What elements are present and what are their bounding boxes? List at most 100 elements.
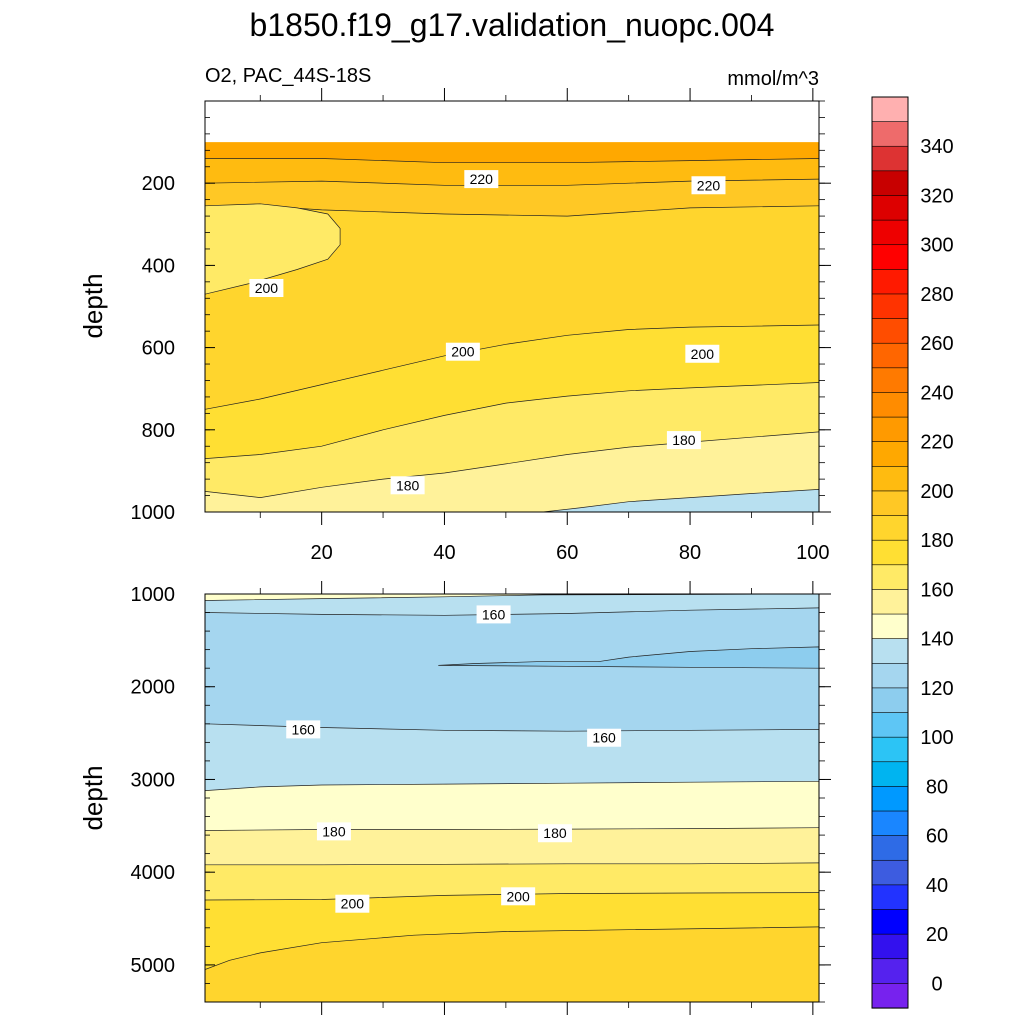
colorbar-swatch	[871, 613, 909, 640]
colorbar-swatch	[871, 909, 909, 935]
lower-contour-label-6: 200	[501, 887, 536, 906]
lower-contour-line-190-6	[205, 862, 819, 866]
lower-contour-line-170-4	[205, 780, 819, 791]
upper-y-tick-label: 1000	[131, 502, 176, 524]
upper-contour-line-230-1	[205, 158, 819, 164]
colorbar-swatch	[871, 145, 909, 172]
lower-contour-line-180-5	[205, 827, 819, 831]
contour-label-text: 160	[292, 721, 316, 737]
upper-contour-label-3: 200	[445, 342, 480, 361]
lower-contour-line-160-1	[205, 594, 819, 601]
colorbar-label: 100	[920, 727, 953, 749]
contour-label-box	[666, 431, 701, 450]
lower-y-tick-label: 4000	[131, 862, 176, 884]
upper-contour-label-5: 180	[390, 476, 425, 495]
contour-label-box	[316, 822, 351, 841]
upper-x-tick-label: 80	[679, 542, 701, 564]
upper-closed-region-160-1	[542, 489, 819, 512]
units-label: mmol/m^3	[727, 68, 819, 90]
upper-y-tick-label: 600	[142, 338, 175, 360]
upper-band-170-7	[200, 512, 824, 517]
colorbar-label: 300	[920, 235, 953, 257]
upper-contour-label-2: 200	[249, 279, 284, 298]
upper-contour-line-200-4	[205, 324, 819, 410]
colorbar-swatch	[871, 859, 909, 886]
contour-label-box	[390, 476, 425, 495]
colorbar-label: 40	[926, 875, 948, 897]
contour-label-text: 180	[543, 825, 567, 841]
contour-label-box	[537, 824, 572, 843]
colorbar-label: 60	[926, 826, 948, 848]
colorbar-swatch	[871, 835, 909, 861]
colorbar-swatch	[871, 983, 909, 1009]
colorbar-swatch	[871, 933, 909, 960]
colorbar-swatch	[871, 121, 909, 147]
upper-contour-line-180-6	[205, 431, 819, 498]
contour-label-box	[445, 342, 480, 361]
upper-panel-ticks: 200 400 600 800 1000 20 40 60 80 100	[131, 88, 831, 564]
upper-x-tick-label: 60	[556, 542, 578, 564]
contour-label-box	[286, 720, 321, 739]
colorbar-label: 140	[920, 629, 953, 651]
contour-label-text: 200	[506, 888, 530, 904]
upper-panel-contour-labels: 220 220 200 200 200 180 180	[249, 170, 726, 495]
colorbar-swatch	[871, 195, 909, 221]
upper-band-180-6	[205, 431, 819, 512]
colorbar-label: 0	[931, 973, 942, 995]
lower-panel: 160 160 160 180 180 200 200 1000 2000 3000 4000 50…	[78, 581, 831, 1015]
lower-y-tick-label: 3000	[131, 769, 176, 791]
colorbar-label: 200	[920, 481, 953, 503]
upper-panel-fills	[200, 142, 824, 517]
colorbar-swatch	[871, 269, 909, 295]
contour-label-text: 200	[451, 344, 475, 360]
upper-contour-line-190-5	[205, 382, 819, 459]
lower-contour-label-2: 160	[587, 728, 622, 747]
upper-x-tick-label: 40	[433, 542, 455, 564]
upper-contour-label-0: 220	[464, 170, 499, 189]
colorbar-swatch	[871, 662, 909, 689]
colorbar-swatch	[871, 293, 909, 320]
lower-contour-label-0: 160	[476, 605, 511, 624]
contour-label-box	[691, 176, 726, 195]
contour-label-text: 160	[592, 730, 616, 746]
colorbar-swatch	[871, 244, 909, 270]
colorbar-swatch	[871, 490, 909, 517]
upper-x-tick-label: 20	[311, 542, 333, 564]
colorbar-frame	[871, 96, 909, 1009]
colorbar-swatch	[871, 392, 909, 418]
colorbar-swatch	[871, 96, 909, 123]
lower-y-axis-label: depth	[78, 765, 108, 830]
colorbar-label: 240	[920, 382, 953, 404]
colorbar-swatch	[871, 810, 909, 837]
upper-contour-label-6: 180	[666, 431, 701, 450]
upper-y-tick-label: 200	[142, 173, 175, 195]
colorbar-swatch	[871, 564, 909, 591]
colorbar-swatch	[871, 786, 909, 812]
contour-label-text: 200	[691, 346, 715, 362]
lower-panel-fills	[205, 594, 819, 1002]
lower-contour-label-3: 180	[316, 822, 351, 841]
contour-label-text: 160	[482, 606, 506, 622]
colorbar-label: 340	[920, 136, 953, 158]
upper-contour-label-1: 220	[691, 176, 726, 195]
contour-label-text: 220	[697, 177, 721, 193]
contour-label-text: 180	[322, 823, 346, 839]
contour-label-box	[464, 170, 499, 189]
contour-label-box	[587, 728, 622, 747]
upper-x-tick-label: 100	[796, 542, 829, 564]
contour-label-text: 220	[470, 171, 494, 187]
lower-y-tick-label: 1000	[131, 584, 176, 606]
lower-y-tick-label: 2000	[131, 677, 176, 699]
upper-y-axis-label: depth	[78, 273, 108, 338]
contour-label-box	[249, 279, 284, 298]
colorbar-swatch	[871, 219, 909, 246]
colorbar-label: 160	[920, 579, 953, 601]
figure-title: b1850.f19_g17.validation_nuopc.004	[250, 7, 775, 43]
colorbar-swatch	[871, 318, 909, 344]
colorbar-swatch	[871, 515, 909, 541]
colorbar-swatch	[871, 589, 909, 615]
colorbar-swatch	[871, 441, 909, 467]
colorbar-label: 20	[926, 924, 948, 946]
